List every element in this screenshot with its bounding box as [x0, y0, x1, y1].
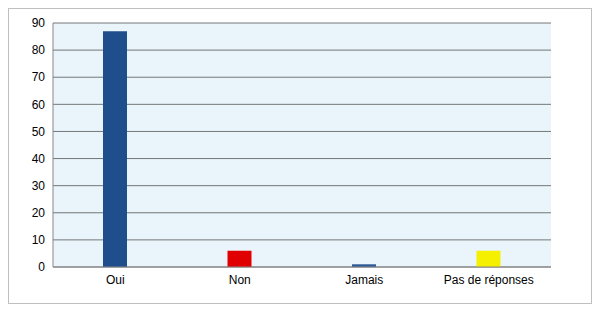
- svg-text:0: 0: [38, 260, 45, 274]
- svg-text:50: 50: [32, 125, 46, 139]
- svg-text:40: 40: [32, 152, 46, 166]
- svg-text:60: 60: [32, 98, 46, 112]
- svg-text:10: 10: [32, 233, 46, 247]
- svg-text:80: 80: [32, 43, 46, 57]
- svg-text:20: 20: [32, 206, 46, 220]
- svg-text:90: 90: [32, 16, 46, 30]
- svg-text:70: 70: [32, 70, 46, 84]
- svg-text:Oui: Oui: [106, 273, 125, 287]
- svg-text:Pas de réponses: Pas de réponses: [444, 273, 534, 287]
- svg-text:Jamais: Jamais: [345, 273, 383, 287]
- svg-text:30: 30: [32, 179, 46, 193]
- svg-text:Non: Non: [229, 273, 251, 287]
